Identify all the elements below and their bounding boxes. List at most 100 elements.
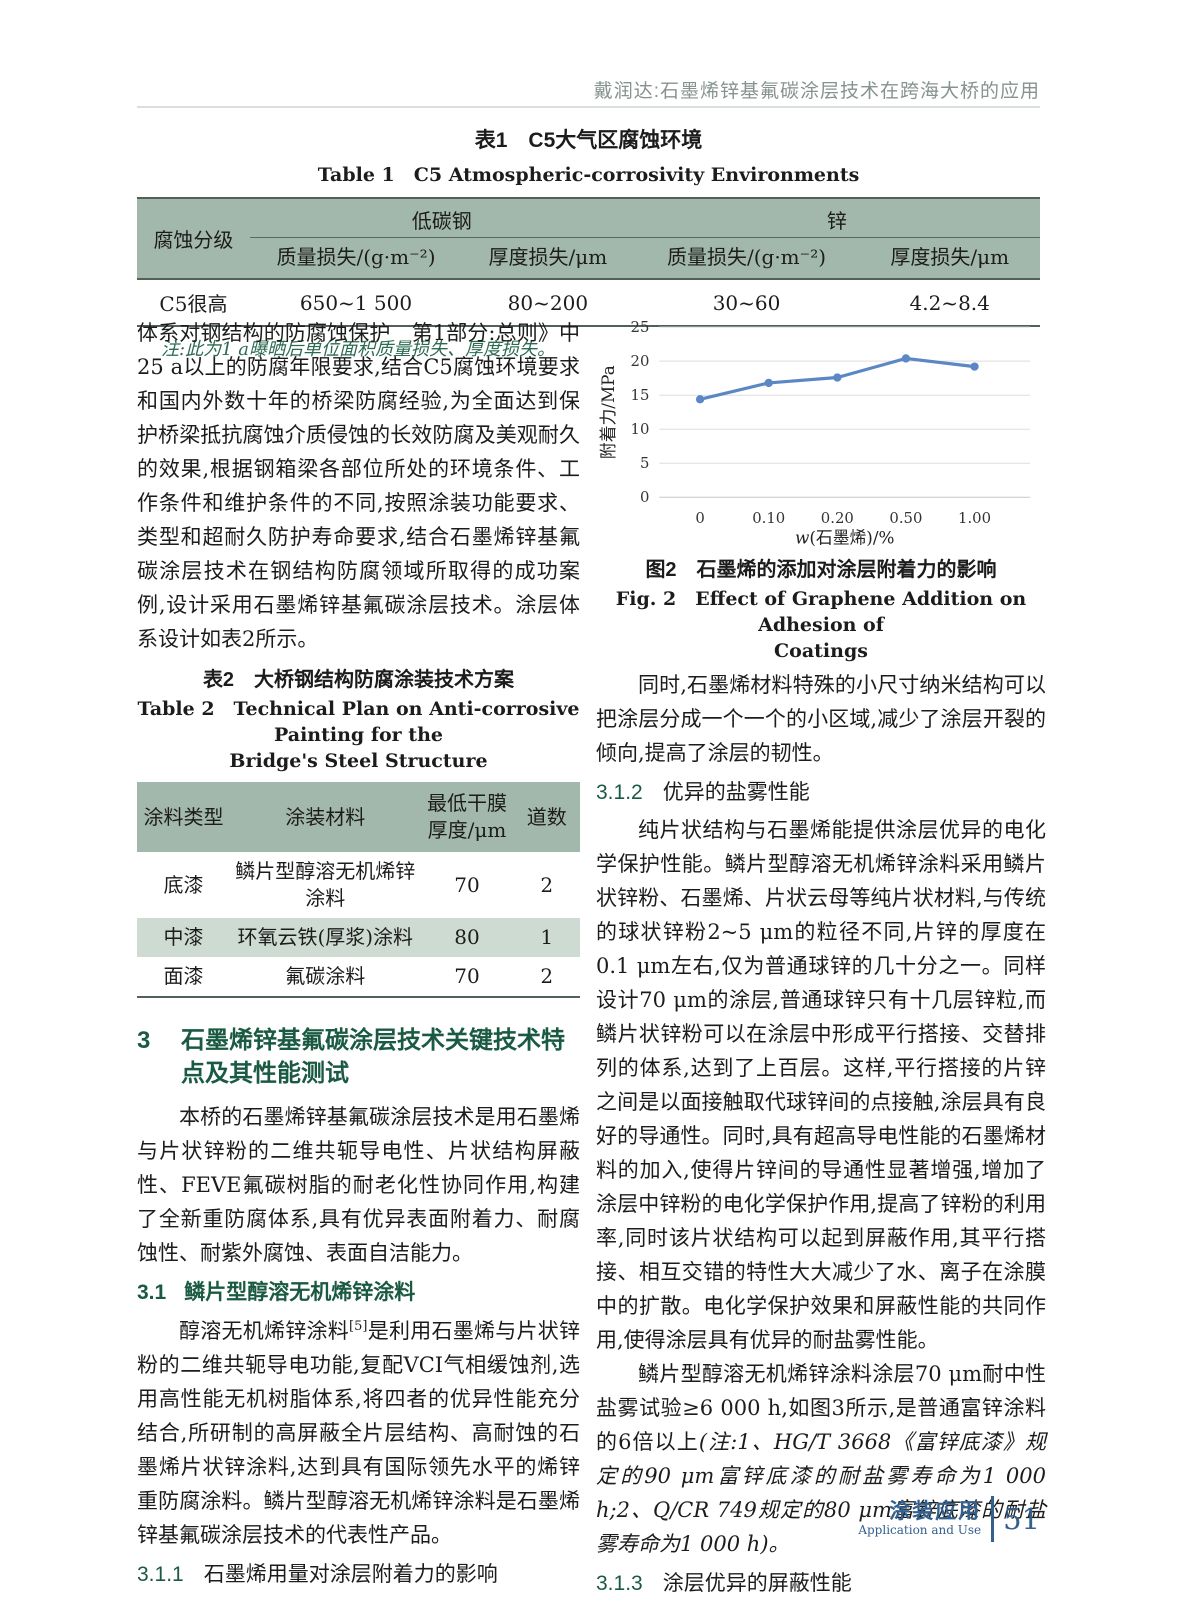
table2-cell: 氟碳涂料	[285, 964, 366, 988]
table1-cell-steel-thick: 80~200	[462, 278, 634, 327]
table1-group-zinc: 锌	[633, 198, 1040, 238]
page-footer: 涂装应用 Application and Use 51	[137, 1496, 1040, 1542]
table2-cell: 80	[454, 925, 480, 949]
table1-sub-mass-zinc: 质量损失/(g·m⁻²)	[666, 245, 827, 269]
table2-header-coats: 道数	[513, 782, 580, 852]
section3-1-1-heading: 3.1.1 石墨烯用量对涂层附着力的影响	[137, 1559, 580, 1590]
figure2-caption-en-line2: Coatings	[774, 640, 868, 662]
table2-cell: 2	[540, 964, 554, 988]
table2-cell: 70	[454, 872, 480, 897]
table1-cell-zinc-thick: 4.2~8.4	[859, 278, 1040, 327]
section3-1-3-number: 3.1.3	[596, 1572, 643, 1595]
svg-text:15: 15	[631, 387, 650, 404]
figure2-caption-cn: 图2 石墨烯的添加对涂层附着力的影响	[645, 559, 997, 581]
left-column: 体系对钢结构的防腐蚀保护 第1部分:总则》中25 a以上的防腐年限要求,结合C5…	[137, 316, 580, 1600]
page-number: 51	[1003, 1502, 1040, 1536]
table1-cell-zinc-mass: 30~60	[633, 278, 860, 327]
svg-text:0.10: 0.10	[752, 510, 785, 527]
table-row: 底漆 鳞片型醇溶无机烯锌涂料 70 2	[137, 852, 580, 918]
paragraph: 同时,石墨烯材料特殊的小尺寸纳米结构可以把涂层分成一个一个的小区域,减少了涂层开…	[596, 673, 1046, 765]
svg-text:20: 20	[631, 353, 650, 370]
table2-cell: 70	[454, 964, 480, 988]
paragraph-note-text: (注:1、HG/T 3668《富锌底漆》规定的90 μm富锌底漆的耐盐雾寿命为1…	[596, 1430, 1046, 1556]
section3-title: 石墨烯锌基氟碳涂层技术关键技术特点及其性能测试	[181, 1027, 565, 1087]
svg-text:w(石墨烯)/%: w(石墨烯)/%	[795, 528, 895, 548]
table2-cell: 环氧云铁(厚浆)涂料	[237, 925, 414, 949]
table2-header-type: 涂料类型	[137, 782, 231, 852]
table2-header-material: 涂装材料	[230, 782, 421, 852]
table2-cell: 1	[540, 925, 554, 949]
section3-1-2-title: 优异的盐雾性能	[662, 780, 810, 804]
table2-header-thickness: 最低干膜厚度/μm	[420, 782, 514, 852]
section3-1-3-heading: 3.1.3 涂层优异的屏蔽性能	[596, 1568, 1046, 1599]
section3-1-title: 鳞片型醇溶无机烯锌涂料	[184, 1281, 416, 1304]
section3-1-3-title: 涂层优异的屏蔽性能	[662, 1571, 852, 1595]
footer-labels: 涂装应用 Application and Use	[858, 1500, 981, 1538]
footer-divider	[991, 1496, 995, 1542]
table2-cell: 底漆	[163, 872, 204, 897]
svg-text:0.50: 0.50	[889, 510, 922, 527]
footer-section-en: Application and Use	[858, 1523, 982, 1537]
paragraph: 本桥的石墨烯锌基氟碳涂层技术是用石墨烯与片状锌粉的二维共轭导电性、片状结构屏蔽性…	[137, 1105, 580, 1265]
section3-1-1-number: 3.1.1	[137, 1563, 184, 1586]
table2-title-en-line1: Table 2 Technical Plan on Anti-corrosive…	[137, 698, 580, 746]
svg-text:0: 0	[640, 489, 649, 506]
table2-title-en-line2: Bridge's Steel Structure	[229, 750, 488, 772]
section3-1-2-heading: 3.1.2 优异的盐雾性能	[596, 777, 1046, 808]
table2: 涂料类型 涂装材料 最低干膜厚度/μm 道数 底漆 鳞片型醇溶无机烯锌涂料 70…	[137, 782, 580, 998]
table1-sub-thick-steel: 厚度损失/μm	[488, 245, 608, 269]
paragraph-text: 醇溶无机烯锌涂料	[179, 1319, 350, 1343]
table-row: 中漆 环氧云铁(厚浆)涂料 80 1	[137, 918, 580, 957]
svg-text:10: 10	[631, 421, 650, 438]
svg-text:1.00: 1.00	[958, 510, 991, 527]
figure2-caption-en-line1: Fig. 2 Effect of Graphene Addition on Ad…	[615, 588, 1027, 636]
table1-col-grade: 腐蚀分级	[153, 228, 234, 252]
paragraph: 纯片状结构与石墨烯能提供涂层优异的电化学保护性能。鳞片型醇溶无机烯锌涂料采用鳞片…	[596, 818, 1046, 1352]
section3-1-number: 3.1	[137, 1281, 167, 1304]
y-axis-label: 附着力/MPa	[598, 365, 618, 459]
table2-cell: 面漆	[163, 964, 204, 988]
table1-title-en: Table 1 C5 Atmospheric-corrosivity Envir…	[317, 164, 860, 186]
right-column: 附着力/MPa 0 5 10 15 20 25 0 0.10 0.20 0.50 1.00 w(石墨烯…	[596, 312, 1046, 1600]
table2-cell: 2	[540, 872, 554, 897]
paragraph-text: 是利用石墨烯与片状锌粉的二维共轭导电功能,复配VCI气相缓蚀剂,选用高性能无机树…	[137, 1319, 581, 1547]
section3-heading: 3 石墨烯锌基氟碳涂层技术关键技术特点及其性能测试	[137, 1024, 580, 1090]
paragraph: 醇溶无机烯锌涂料[5]是利用石墨烯与片状锌粉的二维共轭导电功能,复配VCI气相缓…	[137, 1314, 580, 1552]
table1-sub-mass-steel: 质量损失/(g·m⁻²)	[276, 245, 436, 269]
table2-cell: 鳞片型醇溶无机烯锌涂料	[235, 859, 416, 910]
section3-number: 3	[137, 1027, 151, 1054]
paragraph-text: 鳞片型醇溶无机烯锌涂料涂层70 μm耐中性盐雾试验≥6 000 h,如图3所示,…	[596, 1362, 1046, 1454]
table1-group-steel: 低碳钢	[249, 198, 634, 238]
svg-text:0.20: 0.20	[821, 510, 854, 527]
table2-cell: 中漆	[163, 925, 204, 949]
section3-1-heading: 3.1 鳞片型醇溶无机烯锌涂料	[137, 1278, 580, 1308]
line-chart: 附着力/MPa 0 5 10 15 20 25 0 0.10 0.20 0.50 1.00 w(石墨烯…	[598, 319, 1031, 548]
table1-cell-steel-mass: 650~1 500	[249, 278, 463, 327]
svg-text:0: 0	[695, 510, 704, 527]
table-row: C5很高 650~1 500 80~200 30~60 4.2~8.4	[137, 278, 1040, 327]
paragraph: 鳞片型醇溶无机烯锌涂料涂层70 μm耐中性盐雾试验≥6 000 h,如图3所示,…	[596, 1357, 1046, 1561]
svg-text:5: 5	[640, 455, 649, 472]
figure2: 附着力/MPa 0 5 10 15 20 25 0 0.10 0.20 0.50 1.00 w(石墨烯…	[596, 312, 1046, 664]
section3-1-1-title: 石墨烯用量对涂层附着力的影响	[203, 1562, 498, 1586]
table2-section: 表2 大桥钢结构防腐涂装技术方案 Table 2 Technical Plan …	[137, 666, 580, 998]
table1-note: 注:此为1 a曝晒后单位面积质量损失、厚度损失。	[161, 339, 555, 360]
figure2-caption-en: Fig. 2 Effect of Graphene Addition on Ad…	[596, 586, 1046, 664]
table1-title-cn: 表1 C5大气区腐蚀环境	[474, 129, 703, 152]
table1: 腐蚀分级 低碳钢 锌 质量损失/(g·m⁻²) 厚度损失/μm 质量损失/(g·…	[137, 197, 1040, 327]
table-row: 面漆 氟碳涂料 70 2	[137, 957, 580, 997]
footer-section-cn: 涂装应用	[889, 1500, 982, 1523]
reference-superscript: [5]	[349, 1319, 368, 1334]
paragraph: 体系对钢结构的防腐蚀保护 第1部分:总则》中25 a以上的防腐年限要求,结合C5…	[137, 321, 580, 651]
table1-cell-grade: C5很高	[137, 278, 250, 327]
header-rule	[137, 106, 1040, 108]
table1-section: 表1 C5大气区腐蚀环境 Table 1 C5 Atmospheric-corr…	[137, 124, 1040, 361]
table2-title-en: Table 2 Technical Plan on Anti-corrosive…	[137, 696, 580, 774]
table1-sub-thick-zinc: 厚度损失/μm	[890, 245, 1010, 269]
running-head: 戴润达:石墨烯锌基氟碳涂层技术在跨海大桥的应用	[593, 81, 1040, 102]
table2-title-cn: 表2 大桥钢结构防腐涂装技术方案	[202, 669, 515, 691]
paragraph: 石墨烯材料的添加可有效提高鳞片型醇溶无机烯锌涂料涂层的内聚强度,进一步体现在涂层…	[137, 1595, 580, 1600]
section3-1-2-number: 3.1.2	[596, 781, 643, 804]
figure2-chart: 附着力/MPa 0 5 10 15 20 25 0 0.10 0.20 0.50 1.00 w(石墨烯…	[596, 312, 1046, 550]
